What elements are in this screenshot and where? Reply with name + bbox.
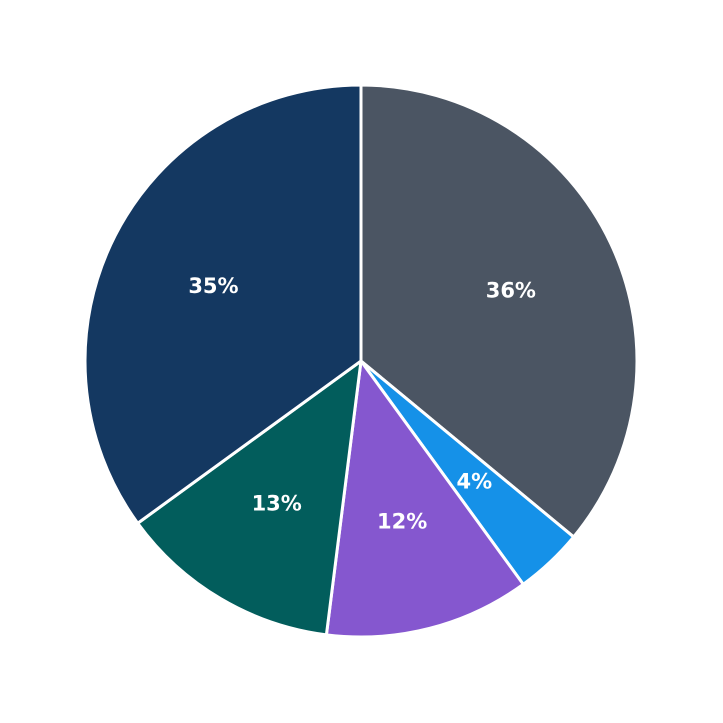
pie-slice-3 — [136, 359, 363, 637]
slice-label-1: 4% — [457, 470, 493, 494]
pie-slice-0 — [359, 83, 639, 539]
pie-slices — [83, 83, 639, 639]
pie-slice-2 — [324, 359, 525, 639]
slice-label-0: 36% — [486, 278, 536, 302]
slice-label-4: 35% — [188, 274, 238, 298]
slice-label-3: 13% — [252, 492, 302, 516]
pie-slice-4 — [83, 83, 363, 525]
slice-label-2: 12% — [377, 509, 427, 533]
pie-labels: 36% 4% 12% 13% 35% — [188, 274, 536, 534]
